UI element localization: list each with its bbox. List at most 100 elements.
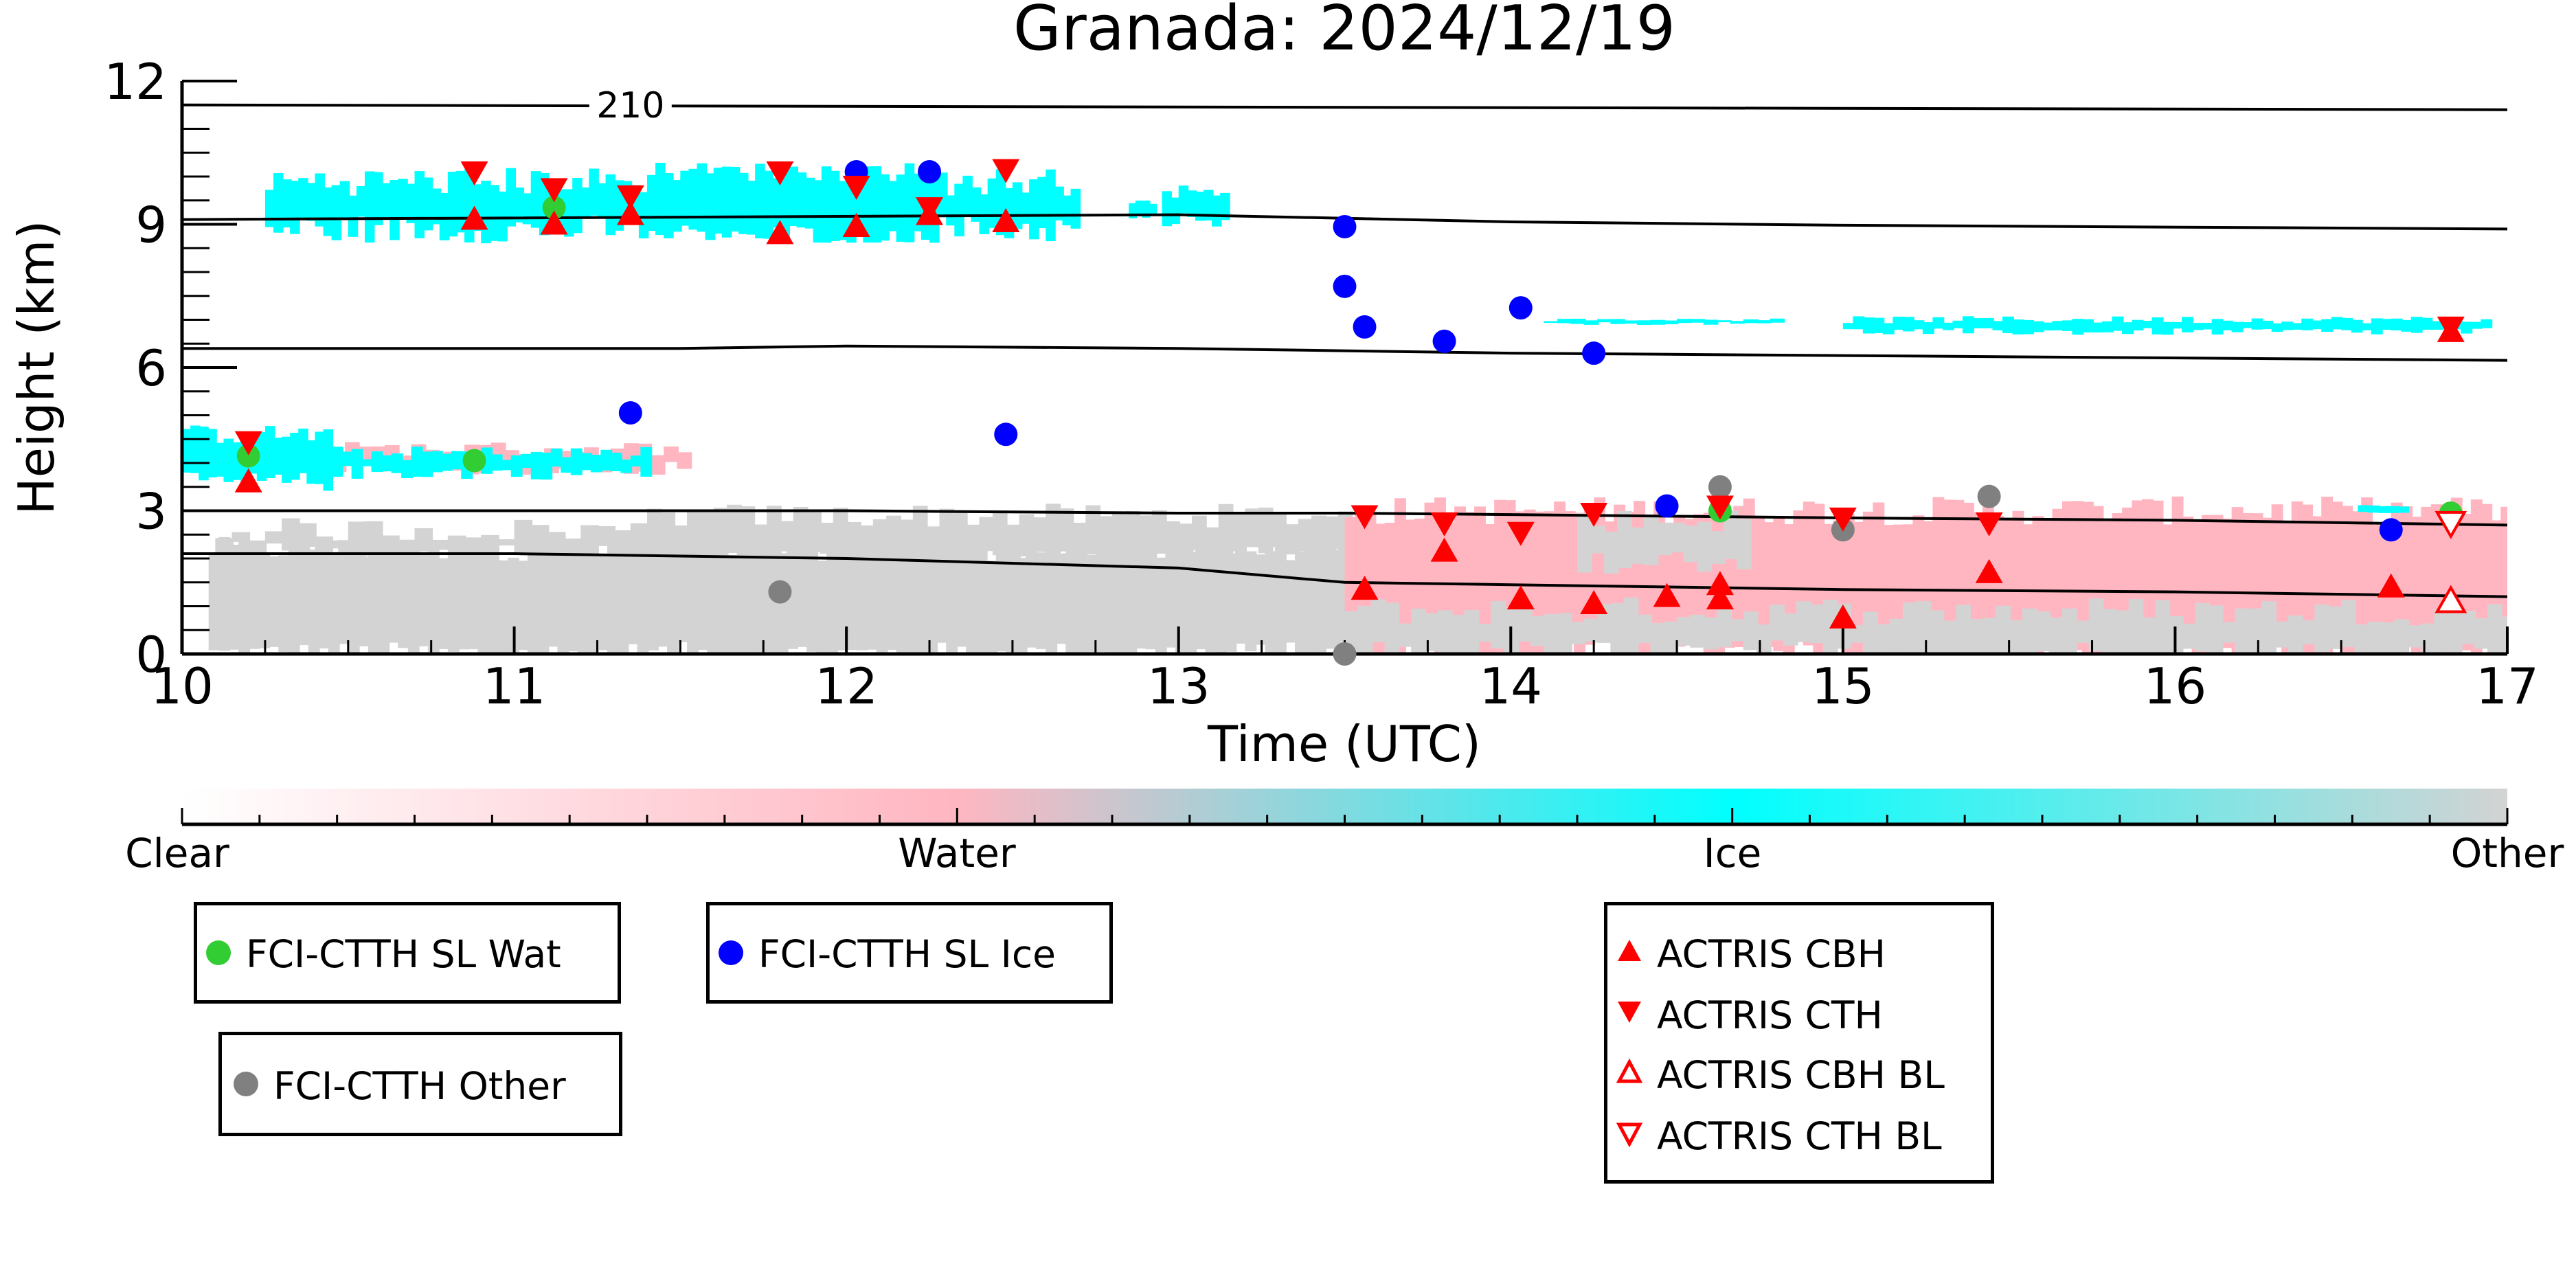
curtain-other-patch xyxy=(381,535,400,550)
curtain-other-low xyxy=(1517,603,1533,642)
curtain-other-bl xyxy=(1145,544,1157,650)
curtain-ice-mid xyxy=(1893,317,1905,330)
curtain-ice-mid xyxy=(2391,318,2403,331)
legend-box-ice xyxy=(706,902,1113,1004)
curtain-other-bl xyxy=(617,548,629,654)
curtain-ice-mid xyxy=(2241,321,2254,328)
curtain-ice-mid xyxy=(2361,323,2373,330)
curtain-water xyxy=(2222,518,2234,648)
curtain-ice-mid xyxy=(2191,323,2204,330)
curtain-other-low xyxy=(1491,600,1506,648)
marker-fci-ctth-sl-ice xyxy=(1432,329,1456,353)
curtain-other-bl xyxy=(547,549,559,647)
temperature-lines xyxy=(182,103,2507,598)
curtain-ice-high xyxy=(331,185,342,240)
curtain-other-low xyxy=(2447,604,2463,654)
curtain-ice-mid xyxy=(2132,319,2144,331)
curtain-other-bl xyxy=(1105,543,1118,654)
curtain-ice-mid xyxy=(2461,321,2473,334)
curtain-ice-high xyxy=(780,170,790,240)
curtain-ice-high xyxy=(605,174,616,236)
curtain-other-low xyxy=(1583,618,1599,642)
curtain-ice-mid xyxy=(2082,319,2094,332)
curtain-ice-low xyxy=(207,429,217,478)
marker-actris-cth xyxy=(842,175,870,200)
curtain-ice-low xyxy=(550,448,563,467)
curtain-other-bl xyxy=(447,558,460,652)
curtain-ice-high xyxy=(1070,188,1081,229)
marker-actris-cth xyxy=(916,197,944,222)
curtain-ice-high xyxy=(589,168,599,216)
curtain-ice-low xyxy=(510,455,523,477)
curtain-other-low xyxy=(2155,600,2171,654)
curtain-other-low xyxy=(1889,618,1905,653)
curtain-other-bl xyxy=(866,557,879,650)
curtain-other-mid xyxy=(1683,526,1699,563)
curtain-ice-high xyxy=(871,166,881,243)
curtain-ice-mid xyxy=(2222,320,2234,330)
legend-label-ice: FCI-CTTH SL Ice xyxy=(758,932,1056,976)
curtain-water xyxy=(2291,501,2303,649)
curtain-other-bl xyxy=(856,539,868,651)
curtain-other-bl xyxy=(926,547,938,654)
curtain-ice-high xyxy=(1142,200,1151,218)
curtain-other-low xyxy=(1371,599,1386,642)
curtain-ice-high xyxy=(315,173,325,227)
curtain-other-upper xyxy=(820,522,835,554)
curtain-other-bl xyxy=(577,547,589,654)
curtain-ice-high xyxy=(672,180,682,232)
marker-actris-cth xyxy=(766,161,794,186)
curtain-other-low xyxy=(1437,610,1453,654)
curtain-ice-high xyxy=(381,183,392,218)
curtain-other-upper xyxy=(1085,505,1101,555)
curtain-ice-high xyxy=(306,183,317,221)
curtain-ice-low xyxy=(570,448,583,475)
curtain-other-low xyxy=(2434,609,2450,654)
curtain-other-bl xyxy=(1026,543,1038,648)
curtain-other-bl xyxy=(387,550,400,643)
curtain-ice-high xyxy=(971,187,981,222)
curtain-other-bl xyxy=(667,541,679,654)
marker-fci-ctth-sl-ice xyxy=(618,401,642,425)
x-tick-label: 11 xyxy=(483,657,546,715)
curtain-other-bl xyxy=(886,550,899,650)
curtain-ice-high xyxy=(738,177,749,234)
curtain-other-low xyxy=(1783,613,1798,646)
marker-actris-cbh xyxy=(1975,558,2003,583)
colorbar-ticks xyxy=(181,808,2509,826)
curtain-ice-high xyxy=(821,166,832,243)
curtain-other-low xyxy=(1623,597,1639,653)
curtain-ice-high xyxy=(1149,203,1157,214)
curtain-water xyxy=(1942,499,1954,652)
curtain-other-upper xyxy=(660,512,676,556)
curtain-ice-high xyxy=(298,178,308,220)
curtain-ice-mid xyxy=(1583,320,1599,325)
curtain-other-bl xyxy=(278,555,291,653)
curtain-other-mid xyxy=(1643,517,1659,565)
curtain-ice-mid xyxy=(1677,319,1692,324)
curtain-other-low xyxy=(1557,613,1572,654)
marker-actris-cth xyxy=(1580,502,1608,527)
curtain-other-bl xyxy=(487,538,499,654)
marker-actris-cbh xyxy=(1706,585,1734,610)
curtain-water xyxy=(2361,497,2373,640)
curtain-other-bl xyxy=(258,552,271,648)
curtain-ice-high xyxy=(323,187,334,236)
curtain-ice-low xyxy=(256,431,267,481)
curtain-ice-low xyxy=(541,452,553,480)
curtain-ice-high xyxy=(530,171,541,228)
curtain-ice-mid xyxy=(1873,317,1885,333)
marker-actris-cth-bl xyxy=(2434,510,2467,539)
curtain-other-bl xyxy=(1085,554,1098,654)
curtain-ice-low xyxy=(306,440,317,484)
curtain-ice-high xyxy=(879,181,890,241)
curtain-other-bl xyxy=(1035,552,1048,649)
legend-label-wat: FCI-CTTH SL Wat xyxy=(246,932,561,976)
marker-fci-ctth-sl-ice xyxy=(1333,274,1357,298)
marker-layer xyxy=(234,159,2467,666)
curtain-other-bl xyxy=(1205,552,1217,653)
curtain-other-low xyxy=(2327,607,2343,649)
curtain-other-low xyxy=(1530,615,1546,646)
curtain-ice-high xyxy=(1195,192,1206,221)
curtain-ice-high xyxy=(1054,186,1064,221)
